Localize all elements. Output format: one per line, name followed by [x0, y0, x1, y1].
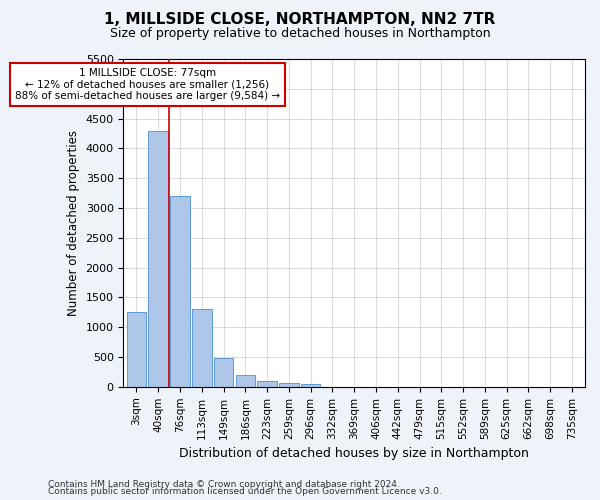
X-axis label: Distribution of detached houses by size in Northampton: Distribution of detached houses by size … — [179, 447, 529, 460]
Text: Contains public sector information licensed under the Open Government Licence v3: Contains public sector information licen… — [48, 488, 442, 496]
Text: 1, MILLSIDE CLOSE, NORTHAMPTON, NN2 7TR: 1, MILLSIDE CLOSE, NORTHAMPTON, NN2 7TR — [104, 12, 496, 28]
Text: Contains HM Land Registry data © Crown copyright and database right 2024.: Contains HM Land Registry data © Crown c… — [48, 480, 400, 489]
Bar — [148, 130, 168, 387]
Bar — [236, 375, 255, 387]
Bar — [279, 382, 299, 387]
Bar — [301, 384, 320, 387]
Bar — [257, 381, 277, 387]
Text: 1 MILLSIDE CLOSE: 77sqm
← 12% of detached houses are smaller (1,256)
88% of semi: 1 MILLSIDE CLOSE: 77sqm ← 12% of detache… — [15, 68, 280, 101]
Bar — [192, 310, 212, 387]
Bar — [127, 312, 146, 387]
Text: Size of property relative to detached houses in Northampton: Size of property relative to detached ho… — [110, 28, 490, 40]
Bar — [170, 196, 190, 387]
Y-axis label: Number of detached properties: Number of detached properties — [67, 130, 80, 316]
Bar — [214, 358, 233, 387]
